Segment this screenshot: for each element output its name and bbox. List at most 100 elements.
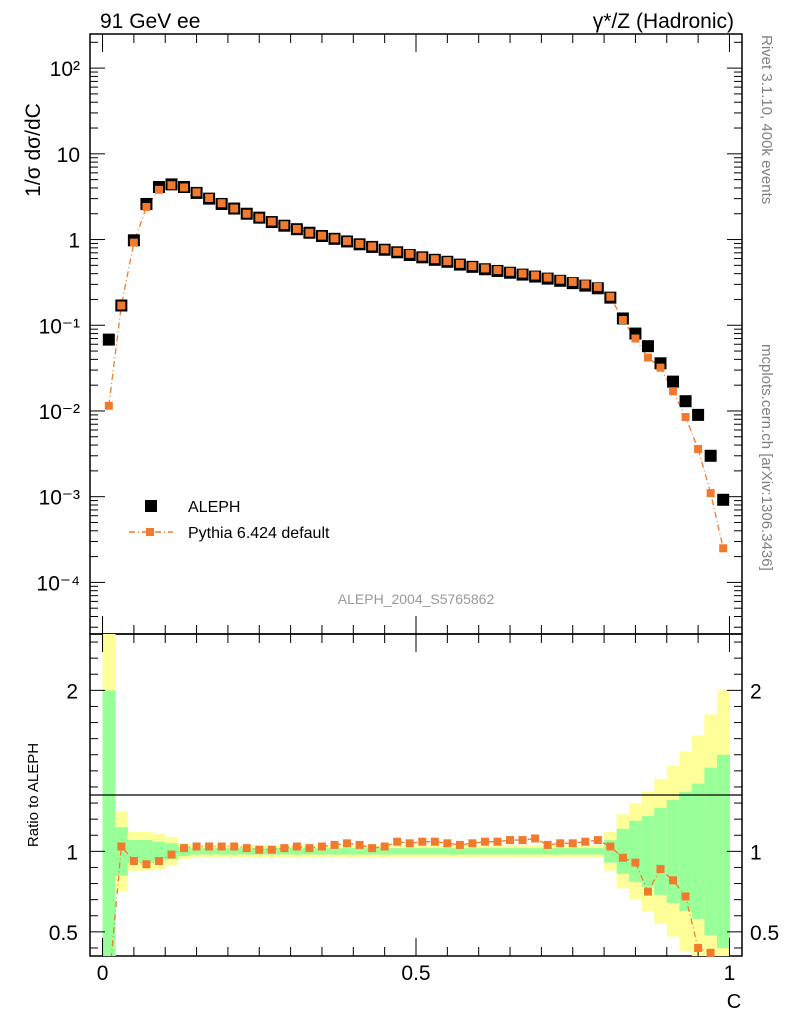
ratio-tick-label: 2 (66, 680, 78, 703)
ratio-point (656, 865, 665, 874)
ratio-point (443, 839, 452, 848)
mc-point (706, 489, 715, 498)
mc-point (330, 234, 339, 243)
mc-point (719, 544, 728, 553)
inner-band-segment (290, 848, 304, 855)
y-tick-label: 10⁻² (39, 401, 80, 424)
ratio-point (242, 844, 251, 853)
inner-band-segment (503, 848, 517, 855)
mc-point (656, 363, 665, 372)
ratio-point (493, 837, 502, 846)
ratio-point (393, 837, 402, 846)
ratio-point (593, 836, 602, 845)
mc-point (255, 213, 264, 222)
rivet-version-label: Rivet 3.1.10, 400k events (758, 35, 775, 204)
inner-band-segment (202, 848, 216, 855)
ratio-tick-label: 0.5 (750, 922, 779, 945)
ratio-point (330, 840, 339, 849)
mc-point (205, 194, 214, 203)
inner-band-segment (441, 848, 455, 855)
inner-band-segment (466, 848, 480, 855)
ratio-point (217, 842, 226, 851)
mc-point (242, 209, 251, 218)
inner-band-segment (453, 848, 467, 855)
mc-point (117, 301, 126, 310)
ratio-point (129, 857, 138, 866)
data-point (692, 408, 705, 421)
y-tick-label: 10⁻³ (39, 487, 80, 510)
mc-point (493, 266, 502, 275)
mc-point (694, 444, 703, 453)
mcplots-reference-label: mcplots.cern.ch [arXiv:1306.3436] (758, 344, 775, 571)
inner-band-segment (629, 820, 643, 882)
ratio-point (568, 839, 577, 848)
mc-point (581, 280, 590, 289)
mc-point (606, 292, 615, 301)
inner-band-segment (127, 840, 141, 863)
inner-band-segment (340, 848, 354, 855)
inner-band-segment (579, 848, 593, 855)
ratio-point (706, 948, 715, 957)
mc-point (167, 181, 176, 190)
mc-point (593, 282, 602, 291)
ratio-tick-label: 0.5 (49, 922, 78, 945)
process-title: γ*/Z (Hadronic) (593, 10, 734, 33)
mc-point (480, 264, 489, 273)
x-tick-label: 1 (724, 962, 736, 985)
main-plot-marks (102, 178, 730, 553)
ratio-tick-label: 1 (66, 841, 78, 864)
mc-point (180, 183, 189, 192)
ratio-tick-label: 2 (750, 680, 762, 703)
inner-band-segment (215, 848, 229, 855)
energy-title: 91 GeV ee (100, 10, 200, 33)
ratio-point (355, 840, 364, 849)
inner-band-segment (491, 848, 505, 855)
ratio-point (430, 837, 439, 846)
ratio-point (280, 844, 289, 853)
inner-band-segment (140, 840, 154, 863)
ratio-point (267, 845, 276, 854)
ratio-point (455, 840, 464, 849)
inner-band-segment (227, 848, 241, 855)
ratio-point (669, 876, 678, 885)
inner-band-segment (390, 848, 404, 855)
ratio-point (230, 842, 239, 851)
mc-point (305, 228, 314, 237)
ratio-point (142, 860, 151, 869)
ratio-point (380, 842, 389, 851)
mc-point (506, 267, 515, 276)
mc-point (154, 185, 163, 194)
inner-band-segment (190, 848, 204, 855)
mc-point (355, 239, 364, 248)
ratio-tick-label: 1 (750, 841, 762, 864)
inner-band-segment (353, 848, 367, 855)
mc-point (192, 188, 201, 197)
mc-point (556, 275, 565, 284)
y-tick-label: 10⁻¹ (39, 315, 80, 338)
inner-band-segment (654, 807, 668, 895)
ratio-plot-marks (110, 834, 715, 957)
ratio-point (180, 844, 189, 853)
mc-line (108, 184, 724, 549)
mc-point (681, 413, 690, 422)
mc-point (317, 231, 326, 240)
ratio-point (418, 837, 427, 846)
inner-band-segment (516, 848, 530, 855)
inner-band-segment (641, 815, 655, 887)
inner-band-segment (679, 791, 693, 911)
ratio-point (531, 834, 540, 843)
inner-band-segment (428, 848, 442, 855)
ratio-point (543, 840, 552, 849)
inner-band-segment (403, 848, 417, 855)
ratio-point (643, 887, 652, 896)
data-point (641, 340, 654, 353)
mc-point (518, 269, 527, 278)
inner-band-segment (553, 848, 567, 855)
mc-point (618, 316, 627, 325)
ratio-point (468, 839, 477, 848)
ratio-point (694, 943, 703, 952)
ratio-point (317, 842, 326, 851)
ratio-point (518, 836, 527, 845)
ratio-point (154, 857, 163, 866)
